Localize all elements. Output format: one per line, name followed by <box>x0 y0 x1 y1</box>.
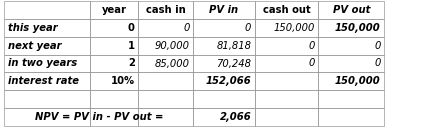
Text: 2: 2 <box>128 59 135 68</box>
Bar <box>319 90 384 108</box>
Text: 0: 0 <box>375 41 381 51</box>
Bar <box>90 108 138 126</box>
Text: 81,818: 81,818 <box>216 41 251 51</box>
Text: interest rate: interest rate <box>8 76 79 86</box>
Text: 0: 0 <box>375 59 381 68</box>
Text: cash out: cash out <box>263 5 310 15</box>
Bar <box>193 90 255 108</box>
Text: in two years: in two years <box>8 59 77 68</box>
Text: 150,000: 150,000 <box>335 23 381 33</box>
Bar <box>138 90 193 108</box>
Bar <box>90 37 138 55</box>
Text: this year: this year <box>8 23 58 33</box>
Bar <box>90 55 138 72</box>
Bar <box>138 108 193 126</box>
Text: 10%: 10% <box>111 76 135 86</box>
Text: 152,066: 152,066 <box>206 76 251 86</box>
Text: 150,000: 150,000 <box>274 23 315 33</box>
Bar <box>319 72 384 90</box>
Bar <box>193 1 255 19</box>
Bar <box>138 19 193 37</box>
Bar <box>90 72 138 90</box>
Bar <box>90 1 138 19</box>
Bar <box>255 90 319 108</box>
Text: 0: 0 <box>309 41 315 51</box>
Text: 0: 0 <box>183 23 190 33</box>
Bar <box>193 108 255 126</box>
Text: PV in: PV in <box>209 5 239 15</box>
Bar <box>255 72 319 90</box>
Text: 1: 1 <box>128 41 135 51</box>
Text: 0: 0 <box>128 23 135 33</box>
Text: 90,000: 90,000 <box>155 41 190 51</box>
Bar <box>138 72 193 90</box>
Bar <box>255 1 319 19</box>
Bar <box>4 37 90 55</box>
Text: 0: 0 <box>245 23 251 33</box>
Bar <box>193 72 255 90</box>
Bar <box>255 55 319 72</box>
Bar <box>319 55 384 72</box>
Bar <box>193 19 255 37</box>
Text: PV out: PV out <box>332 5 370 15</box>
Bar <box>319 37 384 55</box>
Text: next year: next year <box>8 41 61 51</box>
Bar <box>4 19 90 37</box>
Bar <box>138 55 193 72</box>
Text: year: year <box>102 5 127 15</box>
Bar <box>138 1 193 19</box>
Bar <box>90 19 138 37</box>
Bar <box>319 19 384 37</box>
Bar <box>193 37 255 55</box>
Bar <box>90 90 138 108</box>
Text: NPV = PV in - PV out =: NPV = PV in - PV out = <box>34 112 163 122</box>
Text: 70,248: 70,248 <box>216 59 251 68</box>
Bar <box>4 55 90 72</box>
Bar <box>319 108 384 126</box>
Text: cash in: cash in <box>146 5 186 15</box>
Bar <box>255 19 319 37</box>
Bar <box>319 1 384 19</box>
Bar <box>138 37 193 55</box>
Bar <box>193 55 255 72</box>
Text: 2,066: 2,066 <box>220 112 251 122</box>
Text: 150,000: 150,000 <box>335 76 381 86</box>
Bar <box>4 1 90 19</box>
Text: 0: 0 <box>309 59 315 68</box>
Text: 85,000: 85,000 <box>155 59 190 68</box>
Bar <box>4 90 90 108</box>
Bar <box>4 72 90 90</box>
Bar <box>255 108 319 126</box>
Bar <box>4 108 90 126</box>
Bar <box>255 37 319 55</box>
